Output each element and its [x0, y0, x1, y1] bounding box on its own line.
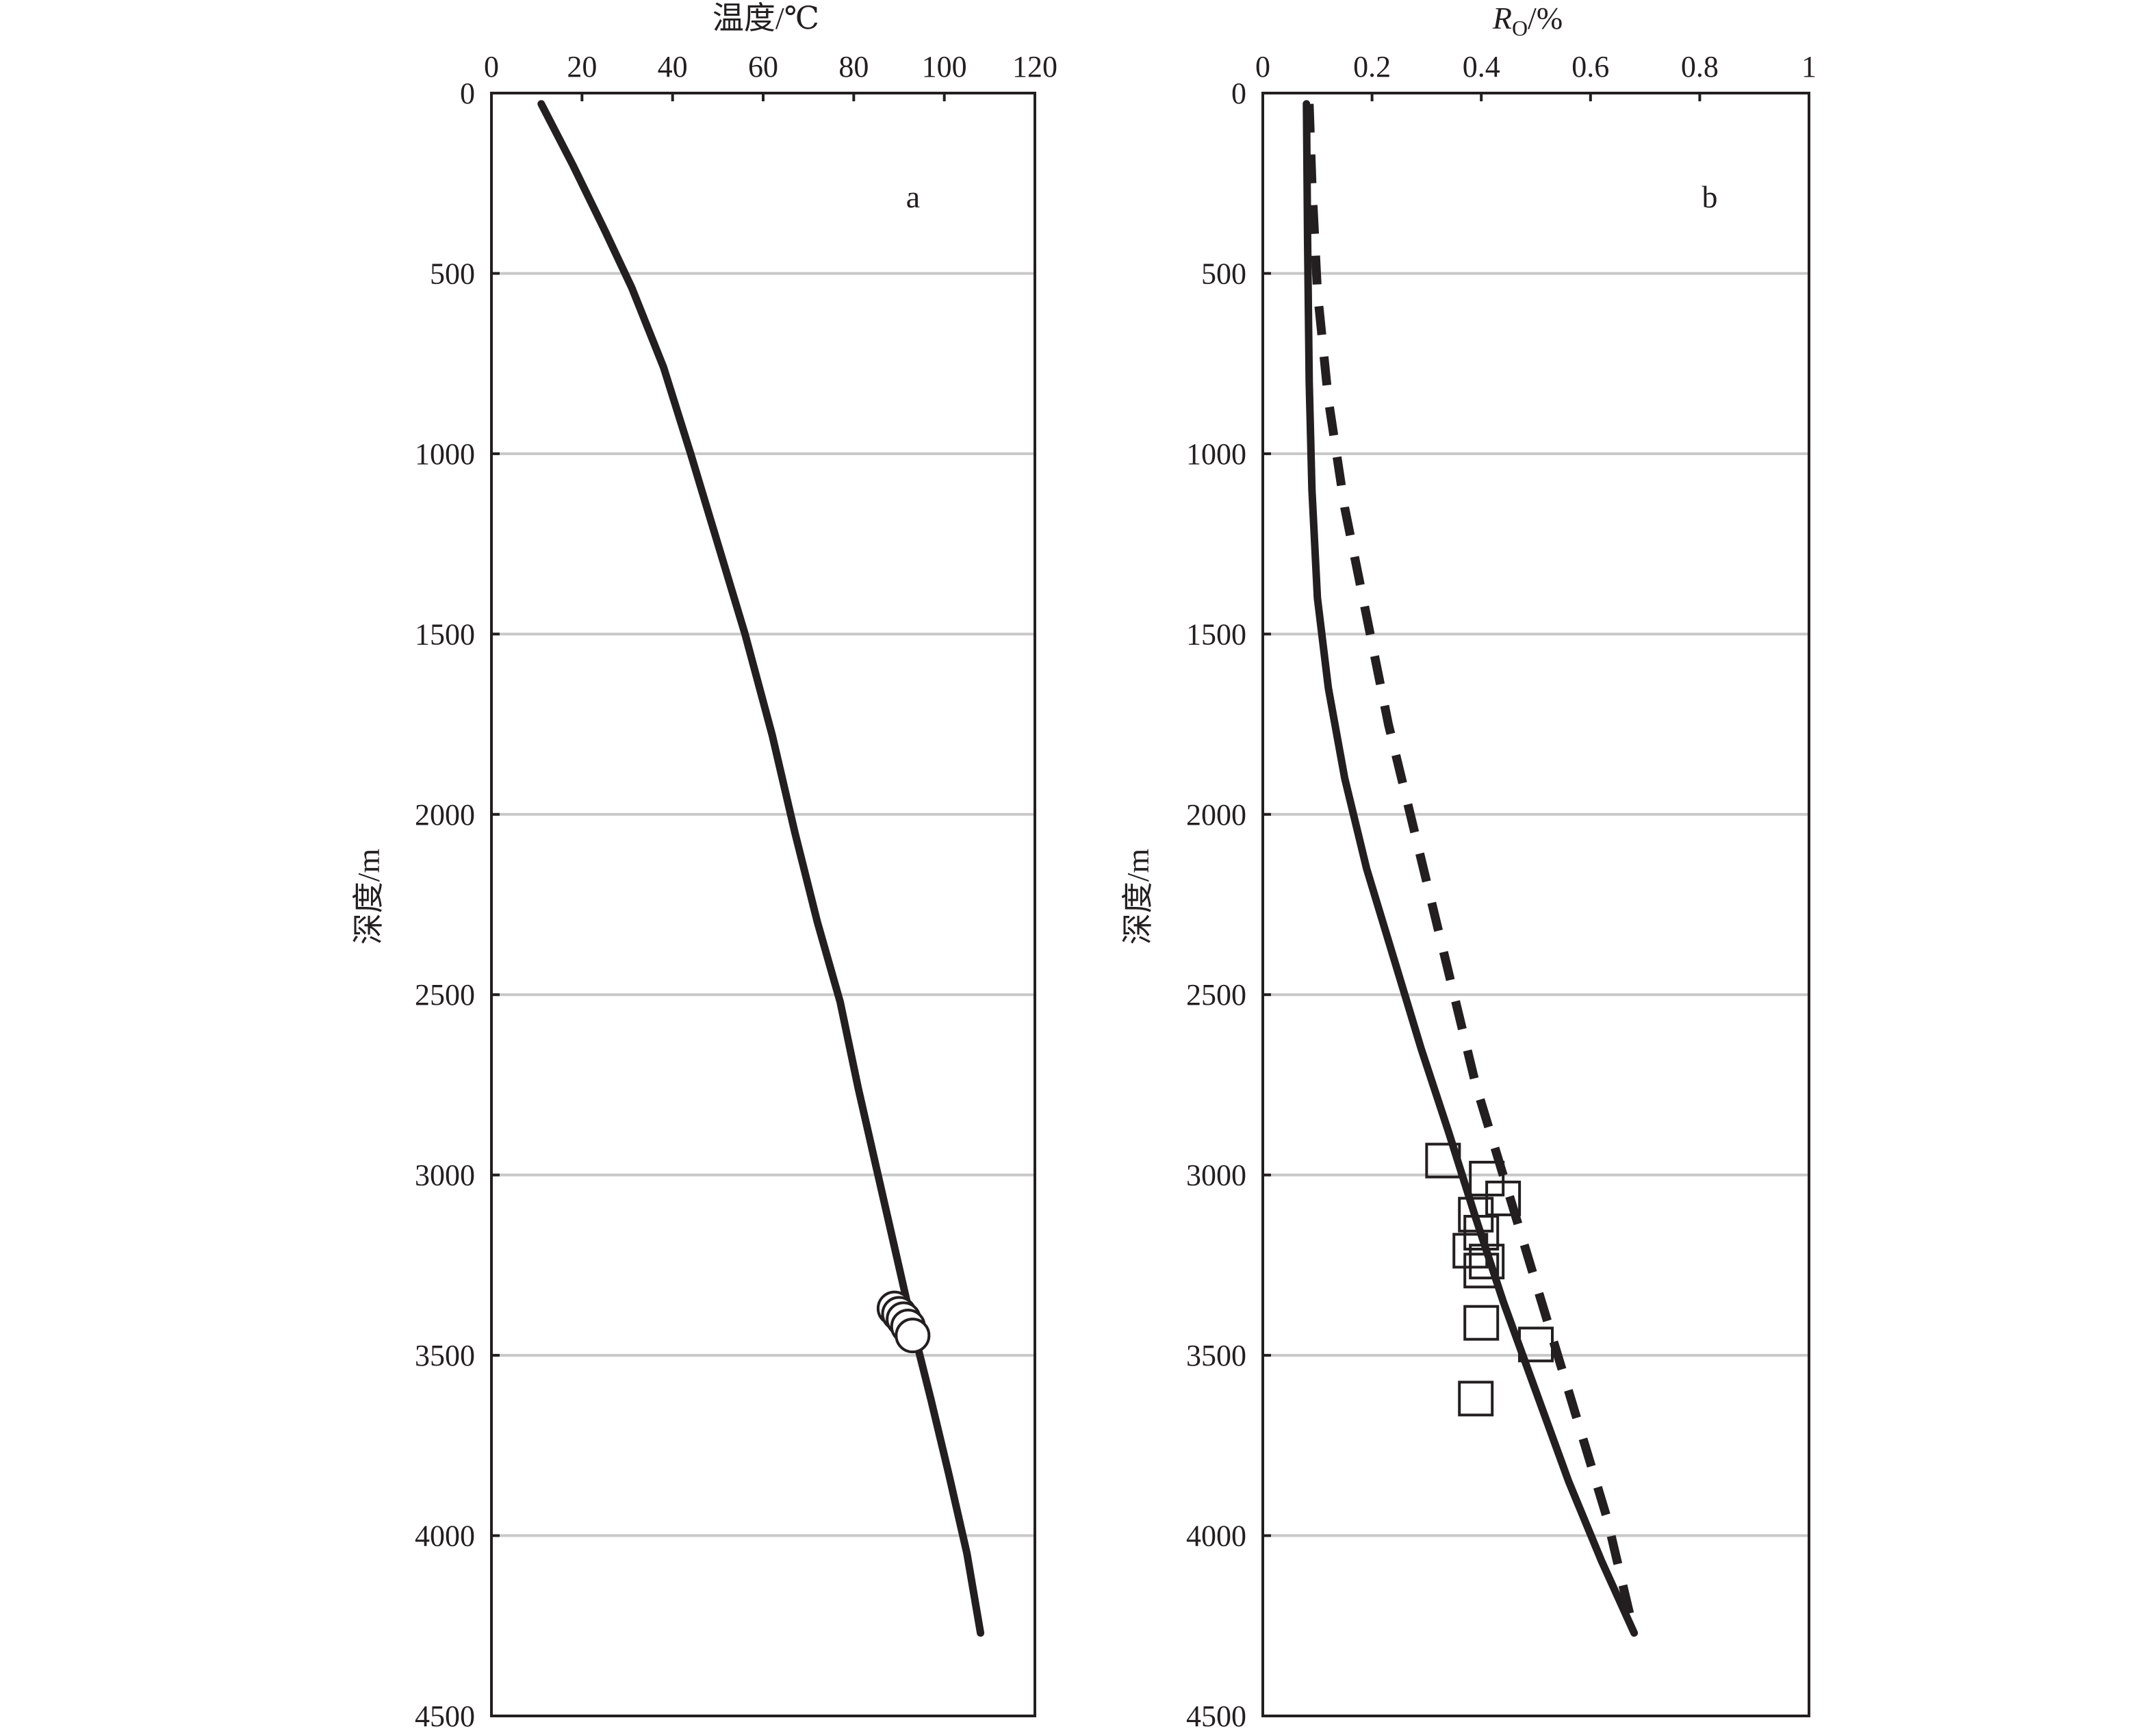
panel-b-letter: b	[1702, 179, 1718, 214]
panel-b-x-tick-label: 0.8	[1681, 50, 1719, 84]
panel-b-y-axis-title: 深度/m	[1120, 849, 1155, 945]
panel-b-x-tick-label: 0.6	[1571, 50, 1609, 84]
panel-b-y-tick-label: 2500	[1186, 978, 1246, 1012]
panel-a-y-tick-label: 4000	[415, 1520, 475, 1553]
panel-a-y-tick-label: 1000	[415, 437, 475, 471]
panel-b-data-point	[1458, 1196, 1494, 1233]
panel-a-y-tick-label: 3500	[415, 1339, 475, 1372]
panel-b-data-point	[1458, 1381, 1494, 1417]
panel-a-y-tick-label: 3000	[415, 1159, 475, 1192]
panel-b-data-point	[1463, 1253, 1500, 1289]
panel-b-series	[1302, 100, 1639, 1637]
panel-b-y-tick-label: 3000	[1186, 1159, 1246, 1192]
panel-a-y-tick-label: 2500	[415, 978, 475, 1012]
panel-b-x-tick-label: 0.4	[1463, 50, 1500, 84]
panel-b-plot-frame	[1261, 92, 1810, 1717]
panel-a-x-axis-title: 温度/℃	[713, 1, 819, 36]
panel-b-y-tick-label: 2000	[1186, 798, 1246, 832]
panel-b-x-tick-label: 0	[1255, 50, 1270, 84]
panel-b-x-axis-title: RO/%	[1492, 1, 1563, 40]
panel-b-x-tick-labels: 0 0.2 0.4 0.6 0.8 1	[1255, 50, 1817, 84]
panel-b-solid-curve	[1302, 100, 1639, 1637]
panel-a-x-tick-label: 20	[567, 50, 597, 84]
panel-b-y-tick-labels: 0 500 1000 1500 2000 2500 3000 3500 4000 4500	[1186, 77, 1246, 1731]
panel-b-data-point	[1463, 1305, 1500, 1341]
panel-a-x-tick-labels: 0 20 40 60 80 100 120	[484, 50, 1057, 84]
panel-b-ticks	[1261, 92, 1810, 1717]
panel-a-gridlines	[491, 272, 1035, 1537]
panel-b-y-tick-label: 4000	[1186, 1520, 1246, 1553]
panel-a-y-tick-label: 1500	[415, 617, 475, 651]
panel-b-y-tick-label: 1000	[1186, 437, 1246, 471]
panel-b-data-point	[1425, 1142, 1461, 1179]
panel-b-x-axis-title-symbol: R	[1492, 1, 1512, 36]
panel-a-y-tick-label: 500	[430, 257, 475, 290]
panel-b-y-tick-label: 3500	[1186, 1339, 1246, 1372]
panel-a-x-tick-label: 0	[484, 50, 499, 84]
panel-a-x-tick-label: 120	[1012, 50, 1057, 84]
panel-a-y-tick-labels: 0 500 1000 1500 2000 2500 3000 3500 4000 4500	[415, 77, 475, 1731]
panel-b-data-point	[1518, 1326, 1554, 1363]
panel-a-y-axis-title: 深度/m	[351, 849, 386, 945]
panel-b-y-tick-label: 500	[1201, 257, 1246, 290]
panel-b-y-tick-label: 4500	[1186, 1700, 1246, 1731]
panel-b-x-axis-title-subscript: O	[1512, 16, 1528, 40]
panel-a-x-tick-label: 60	[748, 50, 778, 84]
panel-b-x-tick-label: 1	[1801, 50, 1817, 84]
panel-a-y-tick-label: 0	[460, 77, 475, 110]
panel-a-ticks	[490, 92, 1036, 1717]
panel-a-x-tick-label: 100	[922, 50, 967, 84]
panel-b-y-tick-label: 0	[1231, 77, 1246, 110]
panel-b-data-point	[1452, 1233, 1489, 1269]
panel-a-x-tick-label: 80	[838, 50, 869, 84]
panel-b-vitrinite-reflectance: 0 0.2 0.4 0.6 0.8 1 0 500 1000 1500 2000 2500 3000 3…	[1120, 1, 1817, 1731]
panel-b-x-tick-label: 0.2	[1353, 50, 1391, 84]
panel-a-letter: a	[906, 179, 920, 214]
panel-b-gridlines	[1263, 272, 1809, 1537]
panel-a-x-tick-label: 40	[658, 50, 688, 84]
panel-a-y-tick-label: 2000	[415, 798, 475, 832]
panel-a-series	[537, 100, 985, 1637]
panel-b-data-point	[1463, 1214, 1500, 1251]
panel-a-solid-curve	[537, 100, 985, 1637]
panel-b-y-tick-label: 1500	[1186, 617, 1246, 651]
panel-b-dashed-curve	[1305, 103, 1639, 1634]
panel-a-temperature: 0 20 40 60 80 100 120 0 500 1000 1500 2000 2500 3000…	[351, 1, 1057, 1731]
panel-a-y-tick-label: 4500	[415, 1700, 475, 1731]
panel-a-data-point	[895, 1318, 931, 1354]
panel-b-x-axis-title-unit: /%	[1528, 1, 1563, 36]
